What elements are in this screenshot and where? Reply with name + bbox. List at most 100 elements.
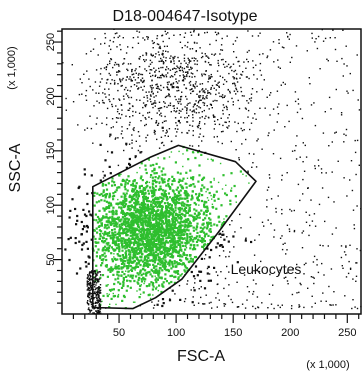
data-point: [111, 229, 114, 232]
data-point: [135, 72, 137, 74]
data-point: [161, 219, 163, 221]
data-point: [136, 290, 138, 292]
data-point: [117, 289, 120, 292]
data-point: [166, 222, 169, 225]
data-point: [146, 240, 149, 243]
data-point: [181, 244, 185, 247]
data-point: [179, 226, 182, 229]
data-point: [121, 254, 124, 257]
data-point: [110, 297, 113, 300]
data-point: [122, 37, 124, 39]
data-point: [177, 236, 180, 239]
data-point: [299, 108, 302, 110]
data-point: [217, 62, 219, 64]
data-point: [207, 90, 209, 92]
data-point: [206, 197, 209, 199]
data-point: [102, 207, 105, 210]
data-point: [87, 286, 90, 289]
data-point: [203, 98, 206, 100]
data-point: [163, 261, 166, 264]
data-point: [96, 278, 98, 280]
data-point: [343, 133, 345, 135]
data-point: [158, 76, 161, 79]
data-point: [187, 41, 189, 44]
data-point: [227, 240, 230, 243]
data-point: [155, 271, 158, 274]
data-point: [105, 68, 107, 71]
data-point: [222, 250, 225, 252]
data-point: [121, 237, 124, 240]
data-point: [153, 265, 156, 268]
y-tick-label: 50: [45, 253, 57, 265]
data-point: [128, 102, 130, 105]
data-point: [163, 229, 166, 232]
data-point: [171, 86, 173, 89]
data-point: [96, 215, 100, 219]
data-point: [335, 227, 337, 229]
data-point: [192, 114, 194, 116]
data-point: [141, 217, 144, 220]
data-point: [181, 187, 185, 190]
data-point: [150, 243, 153, 246]
data-point: [156, 196, 159, 199]
data-point: [137, 282, 140, 285]
data-point: [219, 244, 222, 246]
data-point: [156, 124, 159, 126]
data-point: [205, 88, 207, 90]
data-point: [99, 289, 102, 291]
data-point: [189, 124, 191, 126]
data-point: [154, 130, 156, 133]
data-point: [186, 283, 188, 285]
data-point: [136, 241, 138, 243]
data-point: [183, 84, 185, 86]
data-point: [196, 244, 199, 247]
data-point: [94, 280, 96, 283]
data-point: [188, 59, 190, 61]
data-point: [97, 299, 99, 301]
data-point: [104, 249, 107, 252]
data-point: [233, 90, 236, 92]
data-point: [346, 195, 348, 197]
data-point: [176, 131, 178, 133]
data-point: [152, 237, 155, 241]
data-point: [129, 276, 131, 278]
data-point: [291, 305, 293, 307]
data-point: [207, 81, 209, 83]
data-point: [158, 60, 160, 63]
data-point: [191, 239, 193, 241]
data-point: [67, 238, 70, 241]
data-point: [156, 214, 160, 217]
data-point: [154, 268, 157, 271]
data-point: [142, 220, 145, 223]
data-point: [107, 78, 109, 81]
data-point: [151, 248, 154, 252]
data-point: [121, 109, 123, 111]
data-point: [113, 240, 116, 243]
data-point: [190, 204, 192, 206]
data-point: [120, 274, 123, 277]
data-point: [155, 53, 157, 55]
data-point: [157, 86, 159, 88]
data-point: [229, 199, 232, 202]
data-point: [278, 42, 280, 44]
data-point: [120, 133, 123, 135]
data-point: [113, 194, 116, 198]
data-point: [211, 84, 214, 87]
data-point: [191, 225, 193, 227]
data-point: [356, 248, 358, 250]
data-point: [104, 37, 107, 39]
data-point: [178, 195, 180, 197]
data-point: [140, 175, 143, 178]
data-point: [128, 157, 131, 161]
data-point: [191, 48, 194, 50]
data-point: [177, 56, 179, 59]
data-point: [163, 120, 166, 122]
leukocytes-gate[interactable]: [92, 144, 257, 310]
data-point: [152, 42, 154, 45]
data-point: [314, 165, 316, 167]
data-point: [200, 56, 203, 59]
data-point: [201, 194, 204, 197]
data-point: [133, 234, 136, 237]
data-point: [85, 230, 88, 233]
data-point: [236, 261, 239, 264]
